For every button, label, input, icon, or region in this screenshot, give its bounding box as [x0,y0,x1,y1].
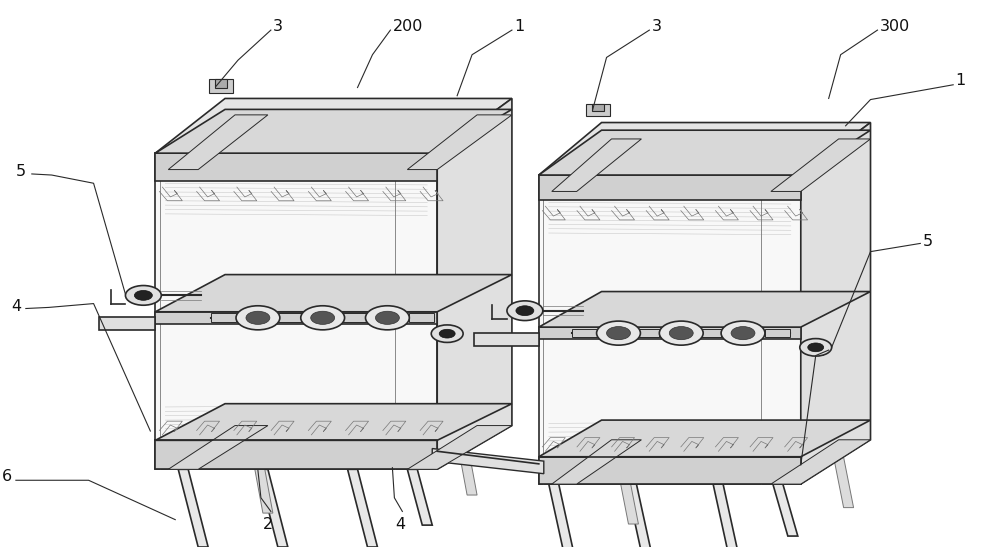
Text: 1: 1 [955,73,965,89]
Polygon shape [407,115,512,170]
Polygon shape [155,404,512,440]
Circle shape [507,301,543,321]
Polygon shape [168,426,268,469]
Polygon shape [640,329,665,337]
Polygon shape [248,432,273,513]
Polygon shape [348,469,377,547]
Polygon shape [155,153,437,469]
Polygon shape [276,313,301,322]
Polygon shape [773,484,798,536]
Polygon shape [539,123,871,175]
Polygon shape [211,313,236,322]
Polygon shape [552,139,641,191]
Polygon shape [409,313,434,322]
Circle shape [125,286,161,305]
Polygon shape [407,469,432,525]
Polygon shape [155,98,512,153]
Text: 1: 1 [514,19,524,34]
Circle shape [721,321,765,345]
Text: 2: 2 [815,344,825,359]
Polygon shape [539,457,801,484]
Text: 3: 3 [651,19,661,34]
Circle shape [597,321,640,345]
Polygon shape [474,333,539,346]
Circle shape [659,321,703,345]
Polygon shape [539,130,871,175]
Circle shape [808,343,824,352]
Polygon shape [539,175,801,484]
Circle shape [800,339,832,356]
Polygon shape [696,329,721,337]
Polygon shape [614,447,638,524]
Polygon shape [539,327,801,339]
Polygon shape [432,449,544,474]
Polygon shape [549,484,574,547]
Text: 300: 300 [879,19,910,34]
Text: 5: 5 [922,234,932,249]
Polygon shape [586,104,610,116]
Circle shape [607,327,630,340]
Polygon shape [407,426,512,469]
Polygon shape [209,79,233,93]
Polygon shape [341,313,366,322]
Polygon shape [539,175,801,200]
Polygon shape [345,313,369,322]
Circle shape [246,311,270,324]
Polygon shape [703,329,728,337]
Polygon shape [155,109,512,153]
Polygon shape [155,312,437,324]
Polygon shape [452,415,477,495]
Circle shape [301,306,345,330]
Text: 5: 5 [16,164,26,179]
Polygon shape [713,484,738,547]
Polygon shape [280,313,305,322]
Polygon shape [572,329,597,337]
Polygon shape [771,440,871,484]
Polygon shape [215,79,227,88]
Polygon shape [539,292,871,327]
Polygon shape [801,123,871,484]
Text: 3: 3 [273,19,283,34]
Polygon shape [155,440,437,469]
Polygon shape [155,275,512,312]
Circle shape [311,311,335,324]
Polygon shape [634,329,659,337]
Polygon shape [829,432,854,508]
Circle shape [731,327,755,340]
Circle shape [439,329,455,338]
Polygon shape [437,98,512,469]
Text: 4: 4 [395,517,405,532]
Polygon shape [552,440,641,484]
Polygon shape [258,469,288,547]
Polygon shape [626,484,651,547]
Polygon shape [592,104,604,111]
Polygon shape [539,420,871,457]
Text: 200: 200 [392,19,423,34]
Text: 4: 4 [12,299,22,314]
Circle shape [236,306,280,330]
Circle shape [431,325,463,342]
Polygon shape [178,469,208,547]
Circle shape [375,311,399,324]
Polygon shape [168,115,268,170]
Polygon shape [155,153,437,181]
Text: 2: 2 [263,517,273,532]
Circle shape [366,306,409,330]
Text: 6: 6 [2,469,12,485]
Circle shape [134,290,152,300]
Polygon shape [765,329,790,337]
Circle shape [516,306,534,316]
Circle shape [669,327,693,340]
Polygon shape [771,139,871,191]
Polygon shape [99,317,155,330]
